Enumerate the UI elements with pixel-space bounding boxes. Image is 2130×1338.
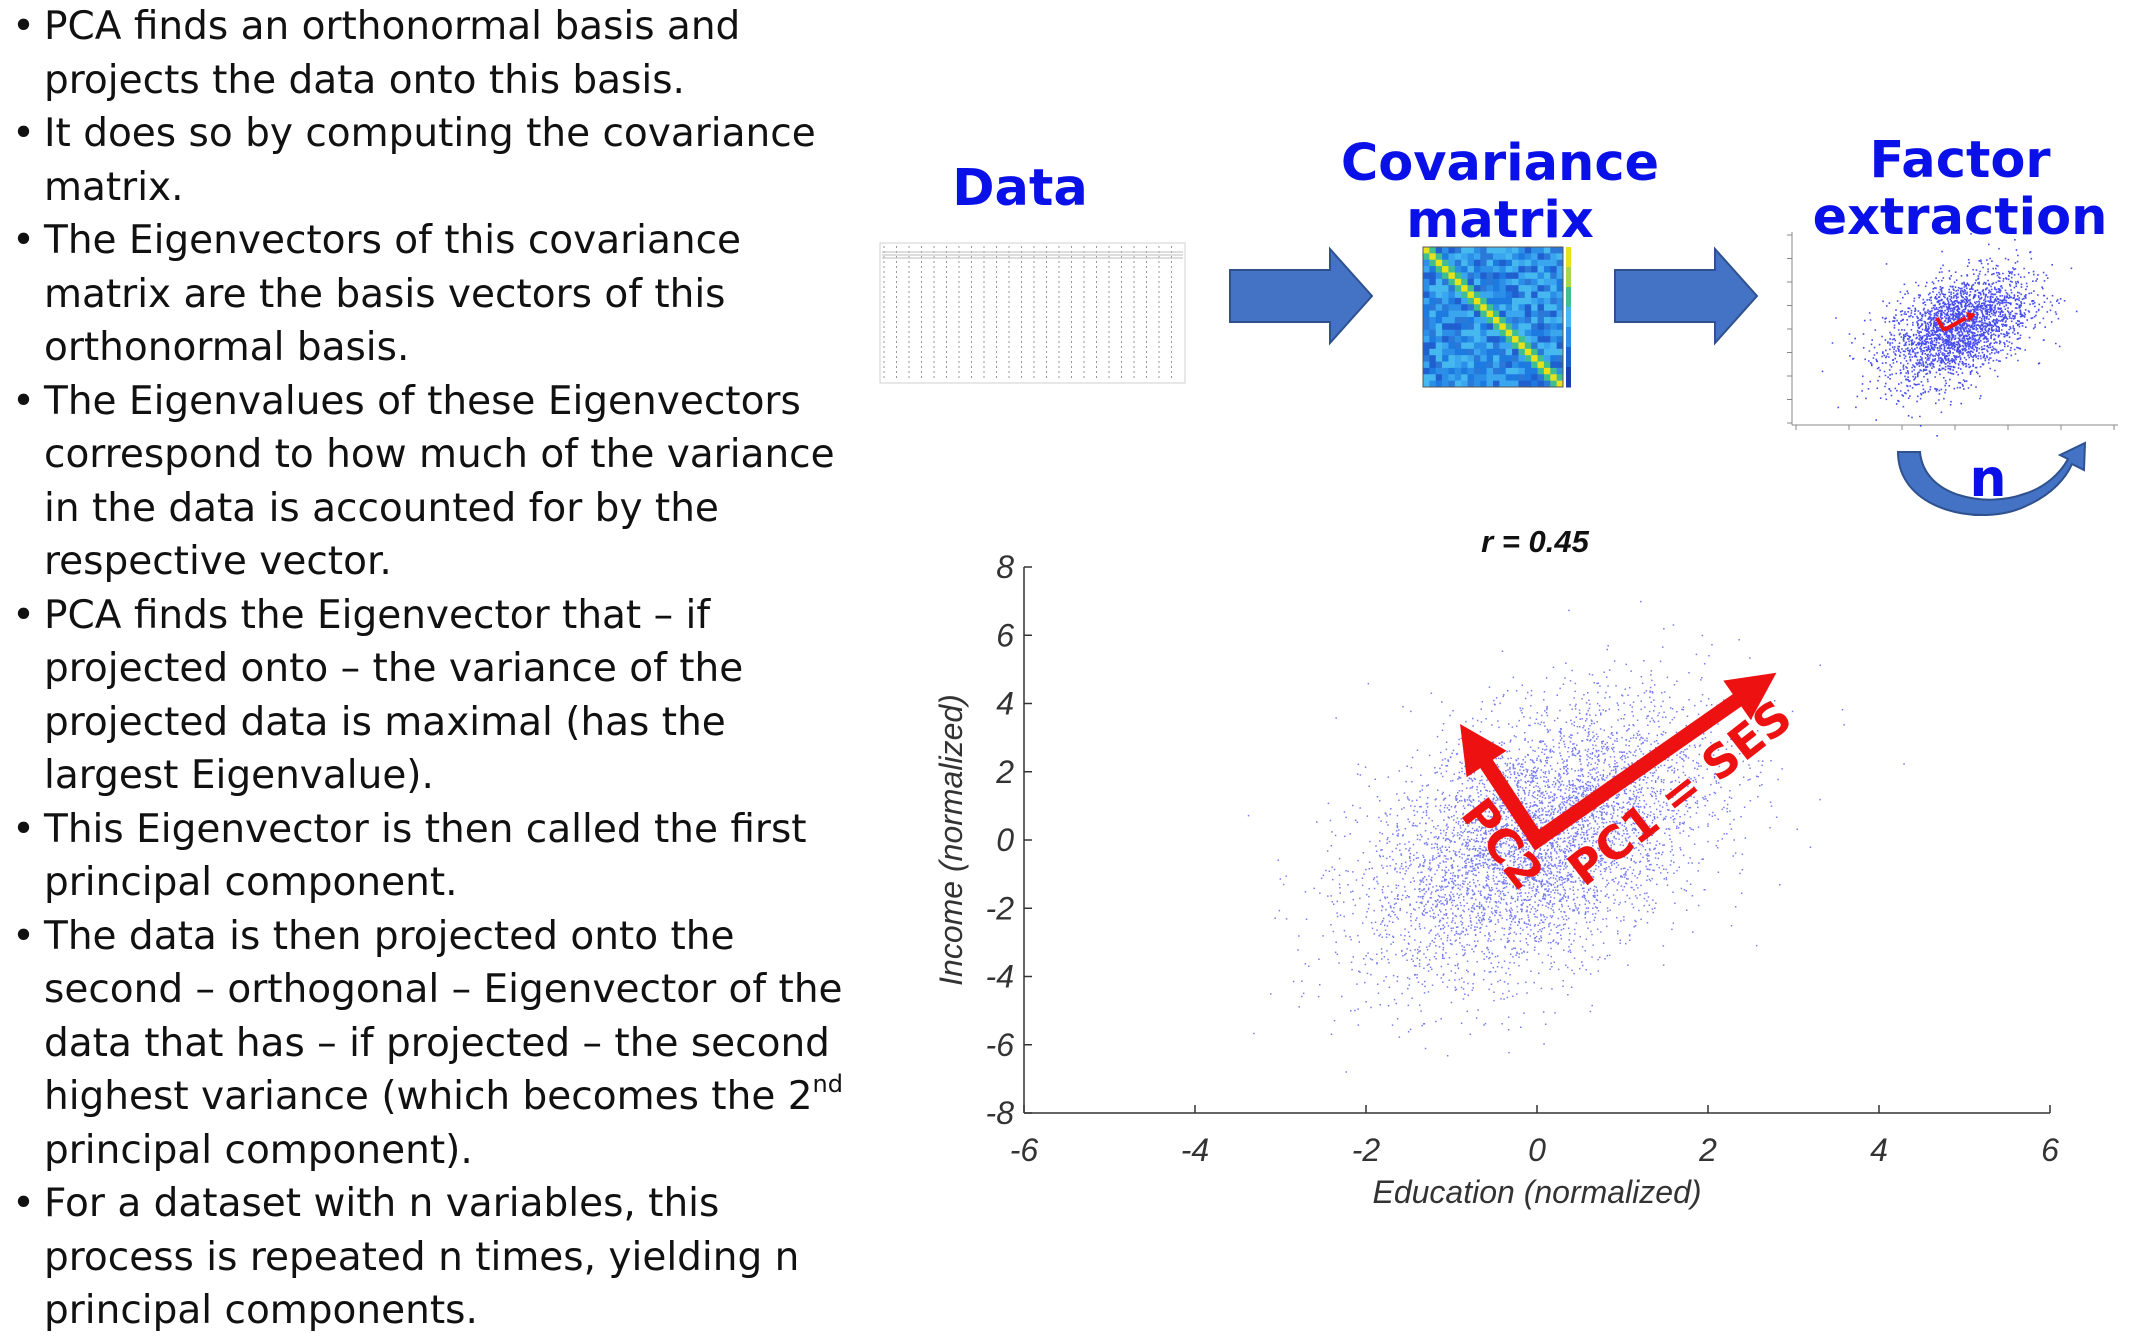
x-tick-label: -2	[1352, 1132, 1381, 1168]
covariance-heading: Covariance matrix	[1340, 134, 1660, 250]
loop-arrow-icon	[1896, 441, 2087, 516]
factor-heading: Factor extraction	[1812, 131, 2108, 247]
bullet-item: For a dataset with n variables, this pro…	[8, 1177, 868, 1338]
bullet-item: The data is then projected onto the seco…	[8, 910, 868, 1178]
heatmap-colorbar	[1566, 247, 1571, 388]
bullet-item: This Eigenvector is then called the firs…	[8, 803, 868, 910]
y-tick-label: 2	[995, 754, 1014, 790]
x-tick-label: 0	[1528, 1132, 1546, 1168]
y-tick-label: -4	[986, 959, 1014, 995]
y-tick-label: 4	[996, 686, 1014, 722]
bullet-item: It does so by computing the covariance m…	[8, 107, 868, 214]
x-tick-label: 4	[1870, 1132, 1888, 1168]
y-tick-label: -2	[986, 890, 1015, 926]
pc-vector-arrow	[1460, 723, 1548, 851]
bullet-item: PCA finds the Eigenvector that – if proj…	[8, 589, 868, 803]
x-tick-label: -6	[1010, 1132, 1039, 1168]
y-tick-label: 6	[996, 617, 1014, 653]
bullet-item: The Eigenvalues of these Eigenvectors co…	[8, 375, 868, 589]
bullet-item: PCA finds an orthonormal basis and proje…	[8, 0, 868, 107]
y-axis-label: Income (normalized)	[933, 694, 969, 986]
bullet-item: The Eigenvectors of this covariance matr…	[8, 214, 868, 375]
loop-count-label: n	[1969, 449, 2006, 509]
x-tick-label: 6	[2041, 1132, 2059, 1168]
y-tick-label: 0	[996, 822, 1014, 858]
bullet-list: PCA finds an orthonormal basis and proje…	[8, 0, 868, 1338]
y-tick-label: -6	[986, 1027, 1015, 1063]
factor-scatter-thumbnail	[1787, 232, 2118, 437]
data-heading: Data	[952, 159, 1088, 218]
chart-title: r = 0.45	[1481, 524, 1589, 559]
x-axis-label: Education (normalized)	[1372, 1174, 1701, 1210]
y-tick-label: 8	[996, 549, 1014, 585]
pc-vector-arrow	[1526, 672, 1777, 851]
data-table-thumbnail	[879, 242, 1186, 384]
x-tick-label: -4	[1181, 1132, 1209, 1168]
x-tick-label: 2	[1698, 1132, 1717, 1168]
y-tick-label: -8	[986, 1095, 1015, 1131]
covariance-heatmap	[1422, 246, 1564, 388]
pipeline-arrow-1-icon	[1229, 246, 1374, 346]
scatter-points	[1247, 600, 1905, 1073]
pipeline-arrow-2-icon	[1614, 246, 1759, 346]
